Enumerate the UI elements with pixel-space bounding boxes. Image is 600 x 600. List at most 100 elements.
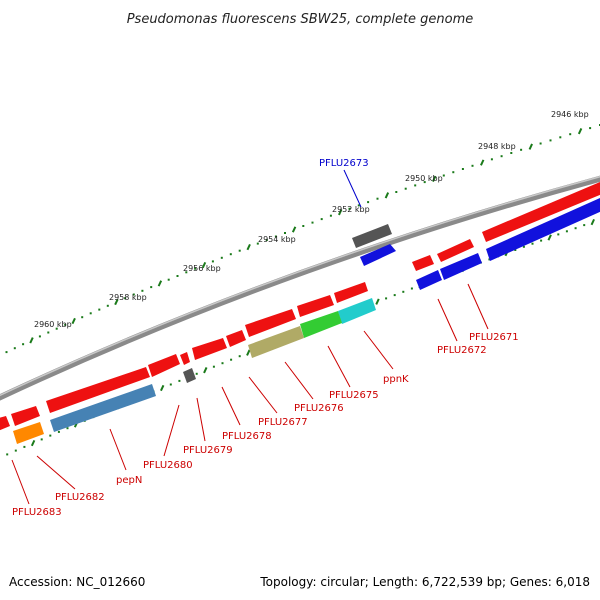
- outer-ruler-tick: [348, 207, 351, 210]
- inner-ruler-tick: [178, 379, 181, 382]
- cds-PFLU2675[interactable]: [334, 282, 368, 303]
- cds-PFLU2680[interactable]: [180, 352, 190, 365]
- inner-ruler-tick: [40, 438, 43, 441]
- cds-PFLU2678[interactable]: [226, 330, 246, 347]
- outer-ruler-tick: [89, 312, 92, 315]
- outer-ruler-tick: [539, 142, 542, 145]
- cds-PFLU2683[interactable]: [0, 416, 10, 431]
- feature-steelblue[interactable]: [50, 384, 156, 432]
- outer-ruler-tick: [38, 335, 41, 338]
- inner-ruler-tick: [565, 230, 568, 233]
- inner-ruler-tick: [195, 372, 198, 375]
- outer-ruler-tick: [185, 271, 188, 274]
- feature-orange[interactable]: [13, 422, 44, 444]
- label-PFLU2679[interactable]: PFLU2679: [183, 445, 233, 456]
- label-PFLU2683[interactable]: PFLU2683: [12, 507, 62, 518]
- inner-ruler-tick: [574, 227, 577, 230]
- outer-ruler-tick: [367, 201, 370, 204]
- label-pepN[interactable]: pepN: [116, 475, 142, 486]
- forward-strand-features: [0, 182, 600, 431]
- cds-PFLU2679[interactable]: [192, 338, 227, 360]
- inner-ruler-tick: [30, 439, 36, 447]
- genome-backbone: [0, 175, 600, 401]
- outer-ruler-tick: [157, 280, 163, 287]
- tick-label-2948: 2948 kbp: [478, 142, 516, 151]
- cds-reverse-blue-2[interactable]: [486, 198, 600, 261]
- inner-ruler-tick: [522, 245, 525, 248]
- cds-reverse-blue-1[interactable]: [360, 244, 396, 266]
- outer-ruler-tick: [329, 214, 332, 217]
- inner-ruler-tick: [49, 434, 52, 437]
- outer-ruler-tick: [461, 168, 464, 170]
- outer-ruler-tick: [302, 225, 305, 227]
- inner-ruler-tick: [212, 365, 215, 368]
- outer-ruler-tick: [141, 289, 144, 292]
- outer-ruler-tick: [274, 235, 277, 238]
- outer-ruler-tick: [150, 286, 153, 289]
- outer-ruler-tick: [376, 197, 379, 200]
- label-PFLU2675[interactable]: PFLU2675: [329, 390, 379, 401]
- outer-ruler-tick: [47, 331, 50, 334]
- outer-ruler-tick: [246, 243, 251, 251]
- outer-ruler-tick: [452, 171, 455, 174]
- outer-ruler-tick: [238, 249, 241, 252]
- outer-ruler-tick: [220, 256, 223, 259]
- cds-PFLU2672[interactable]: [437, 239, 474, 262]
- outer-ruler-tick: [13, 347, 16, 350]
- inner-ruler-tick: [160, 384, 165, 392]
- outer-ruler-tick: [395, 191, 398, 193]
- label-PFLU2672[interactable]: PFLU2672: [437, 345, 487, 356]
- cds-PFLU2676[interactable]: [297, 295, 334, 317]
- map-title: Pseudomonas fluorescens SBW25, complete …: [127, 12, 474, 27]
- inner-ruler-tick: [557, 233, 560, 236]
- label-PFLU2678[interactable]: PFLU2678: [222, 431, 272, 442]
- inner-ruler-tick: [221, 362, 224, 365]
- outer-ruler-tick: [5, 351, 8, 354]
- feature-ppnK[interactable]: [338, 298, 376, 324]
- inner-ruler-tick: [583, 224, 586, 227]
- label-PFLU2682[interactable]: PFLU2682: [55, 492, 105, 503]
- label-PFLU2680[interactable]: PFLU2680: [143, 460, 193, 471]
- cds-PFLU2677[interactable]: [245, 309, 296, 337]
- outer-ruler-tick: [132, 293, 135, 296]
- inner-ruler-tick: [393, 294, 396, 297]
- label-PFLU2671[interactable]: PFLU2671: [469, 332, 519, 343]
- cds-PFLU2671[interactable]: [482, 182, 600, 242]
- feature-green[interactable]: [300, 311, 342, 338]
- inner-ruler-tick: [375, 298, 380, 305]
- feature-grey-small[interactable]: [183, 368, 196, 383]
- outer-ruler-tick: [167, 278, 170, 281]
- inner-ruler-tick: [230, 358, 233, 361]
- cds-reverse-blue-4[interactable]: [416, 270, 442, 290]
- feature-olive[interactable]: [248, 326, 304, 358]
- outer-ruler-tick: [98, 308, 101, 311]
- tick-label-2952: 2952 kbp: [332, 205, 370, 214]
- outer-ruler-tick: [265, 239, 268, 241]
- cds-PFLU2680b[interactable]: [148, 354, 180, 377]
- outer-ruler-tick: [211, 260, 214, 263]
- inner-ruler-tick: [169, 383, 172, 386]
- cds-reverse-blue-3[interactable]: [440, 253, 482, 280]
- tick-label-2958: 2958 kbp: [109, 293, 147, 302]
- label-leaders: [11, 169, 489, 505]
- outer-ruler-tick: [423, 181, 426, 184]
- outer-ruler-tick: [176, 275, 179, 277]
- genome-backbone-highlight: [0, 175, 600, 397]
- outer-ruler-tick: [71, 317, 76, 325]
- label-PFLU2676[interactable]: PFLU2676: [294, 403, 344, 414]
- outer-ruler-tick: [29, 337, 34, 344]
- cds-reverse-small-a[interactable]: [412, 255, 434, 271]
- reverse-strand-features: [13, 198, 600, 444]
- label-ppnK[interactable]: ppnK: [383, 374, 409, 385]
- inner-ruler-tick: [6, 453, 9, 456]
- cds-pepN[interactable]: [46, 367, 150, 413]
- outer-ruler-tick: [291, 226, 297, 233]
- label-PFLU2673[interactable]: PFLU2673: [319, 158, 369, 169]
- label-PFLU2677[interactable]: PFLU2677: [258, 417, 308, 428]
- cds-PFLU2682[interactable]: [11, 406, 40, 426]
- outer-ruler-tick: [106, 304, 109, 307]
- cds-PFLU2673[interactable]: [352, 224, 392, 248]
- outer-ruler-tick: [414, 184, 417, 187]
- outer-ruler-tick: [256, 242, 259, 245]
